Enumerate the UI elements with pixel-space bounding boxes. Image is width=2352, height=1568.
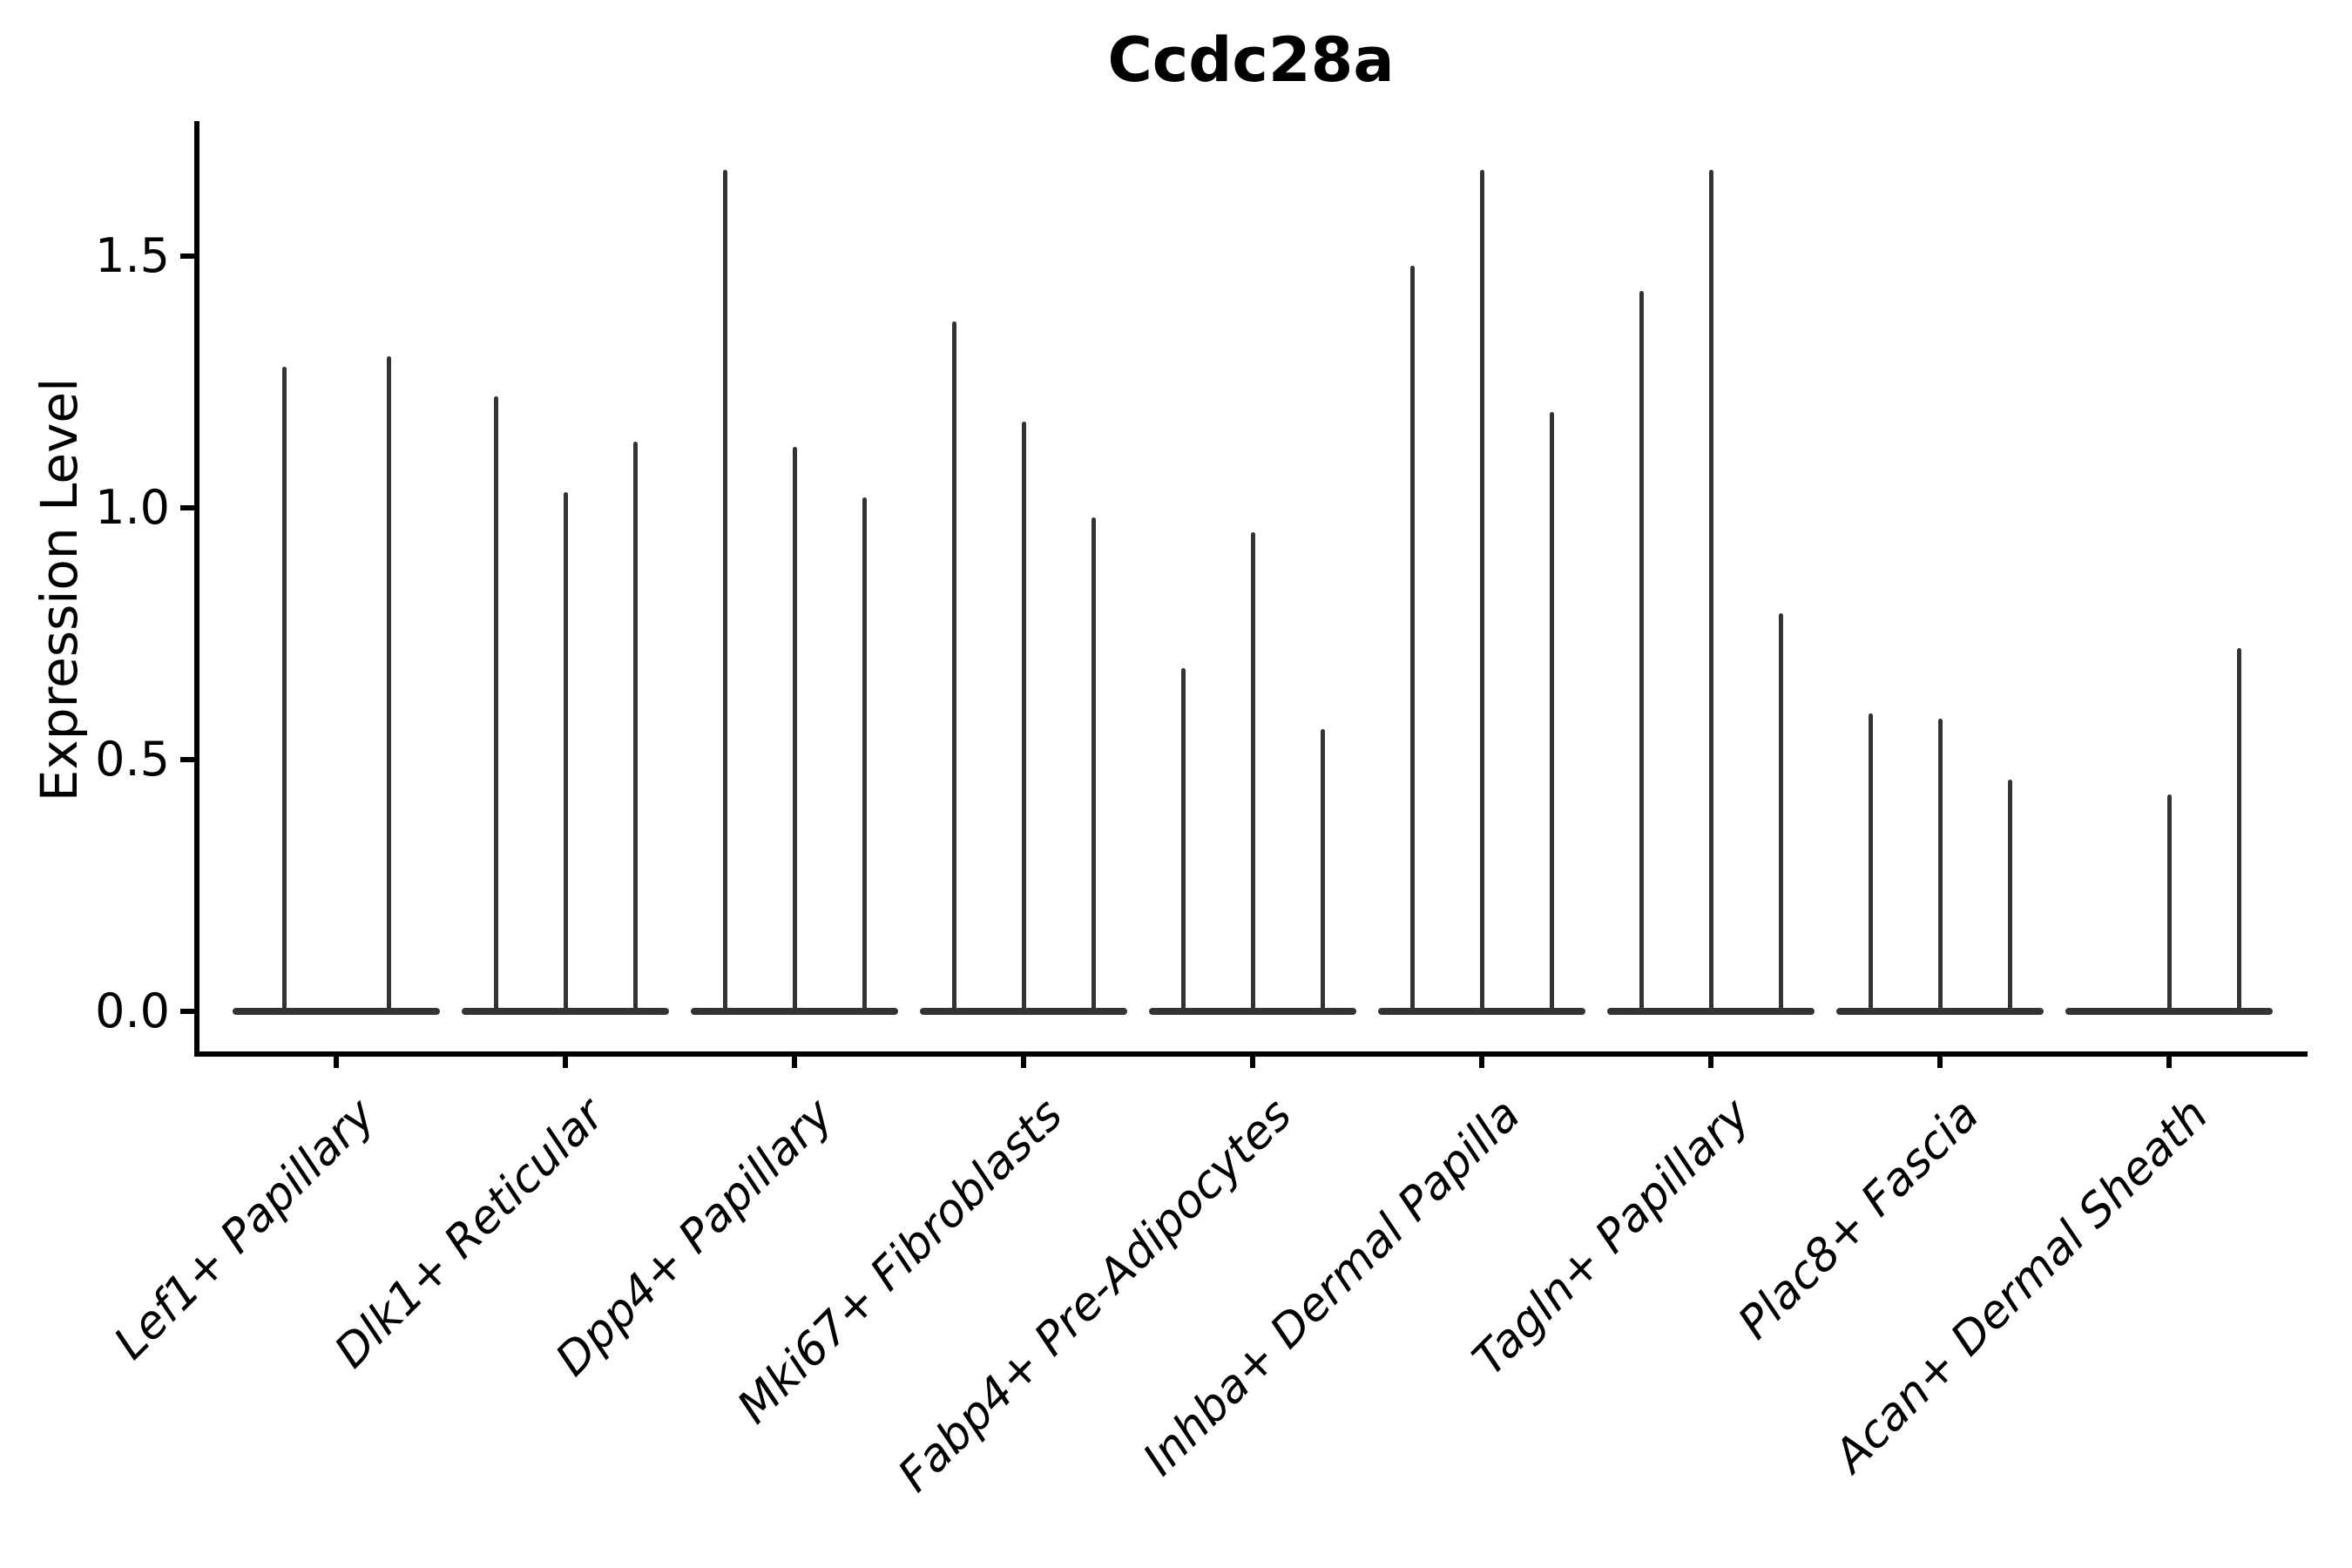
chart-title: Ccdc28a — [1107, 24, 1395, 96]
violin-base — [233, 1007, 440, 1015]
violin-needle — [1868, 713, 1873, 1011]
x-tick-label: Acan+ Dermal Sheath — [1824, 1088, 2219, 1483]
x-tick — [1479, 1054, 1484, 1068]
x-tick — [2166, 1054, 2172, 1068]
x-tick — [1937, 1054, 1943, 1068]
y-tick-label: 1.0 — [95, 479, 170, 535]
violin-needle — [2236, 648, 2241, 1011]
x-tick — [792, 1054, 797, 1068]
violin-needle — [862, 497, 867, 1011]
y-tick-label: 0.0 — [95, 983, 170, 1038]
y-tick-label: 0.5 — [95, 731, 170, 787]
x-tick-label: Inhba+ Dermal Papilla — [1133, 1088, 1531, 1486]
violin-base — [920, 1007, 1127, 1015]
x-tick-label: Fabp4+ Pre-Adipocytes — [888, 1088, 1302, 1503]
violin-needle — [1549, 411, 1554, 1011]
y-tick — [180, 756, 194, 762]
violin-needle — [1021, 422, 1026, 1011]
violin-needle — [792, 447, 797, 1011]
violin-base — [1149, 1007, 1356, 1015]
violin-needle — [2166, 794, 2172, 1011]
x-tick-label: Plac8+ Fascia — [1728, 1088, 1990, 1350]
violin-needle — [386, 356, 391, 1011]
violin-base — [1607, 1007, 1815, 1015]
x-tick — [1250, 1054, 1255, 1068]
y-tick — [180, 253, 194, 259]
violin-base — [1836, 1007, 2044, 1015]
x-tick — [1021, 1054, 1026, 1068]
violin-base — [1378, 1007, 1585, 1015]
violin-needle — [632, 442, 638, 1011]
violin-needle — [1778, 612, 1783, 1011]
y-axis-label: Expression Level — [30, 377, 89, 802]
x-tick — [1708, 1054, 1713, 1068]
x-tick — [563, 1054, 568, 1068]
violin-needle — [2007, 779, 2012, 1011]
violin-needle — [281, 366, 287, 1011]
violin-needle — [1250, 532, 1255, 1011]
violin-needle — [1639, 290, 1644, 1011]
x-tick — [334, 1054, 339, 1068]
violin-needle — [1320, 728, 1325, 1011]
y-tick — [180, 504, 194, 510]
y-axis-spine — [194, 121, 199, 1057]
violin-needle — [722, 170, 727, 1011]
violin-needle — [951, 321, 956, 1011]
y-tick — [180, 1008, 194, 1014]
violin-base — [691, 1007, 898, 1015]
violin-needle — [1937, 719, 1943, 1011]
violin-needle — [1708, 170, 1713, 1011]
violin-base — [462, 1007, 669, 1015]
violin-needle — [1409, 266, 1415, 1011]
violin-needle — [1479, 170, 1484, 1011]
violin-base — [2065, 1007, 2273, 1015]
violin-needle — [563, 492, 568, 1011]
violin-needle — [493, 396, 498, 1011]
violin-needle — [1091, 517, 1096, 1011]
y-tick-label: 1.5 — [95, 227, 170, 283]
violin-needle — [1180, 668, 1186, 1011]
